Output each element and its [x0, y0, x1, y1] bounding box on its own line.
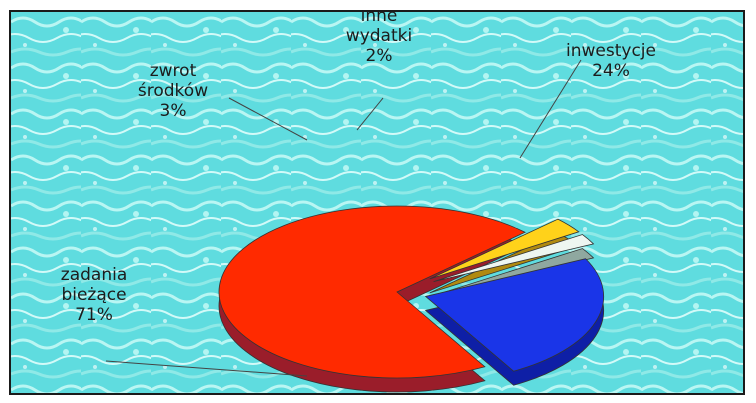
- slice-label-3: inne wydatki 2%: [346, 12, 412, 66]
- pie-chart: inwestycje 24% zadania bieżące 71% zwrot środk…: [11, 12, 743, 393]
- slice-2: [429, 218, 580, 280]
- leader-line-3: [356, 97, 384, 131]
- slice-side-3: [433, 248, 595, 297]
- slice-label-2: zwrot środków 3%: [138, 61, 208, 121]
- slice-1: [218, 205, 526, 379]
- slice-label-0: inwestycje 24%: [566, 41, 656, 81]
- slice-0: [424, 258, 604, 372]
- slice-3: [433, 234, 595, 283]
- slice-label-1: zadania bieżące 71%: [61, 265, 127, 325]
- leader-line-2: [228, 97, 308, 141]
- chart-frame: inwestycje 24% zadania bieżące 71% zwrot środk…: [9, 10, 745, 395]
- leader-line-1: [105, 360, 308, 377]
- leader-line-0: [519, 59, 582, 159]
